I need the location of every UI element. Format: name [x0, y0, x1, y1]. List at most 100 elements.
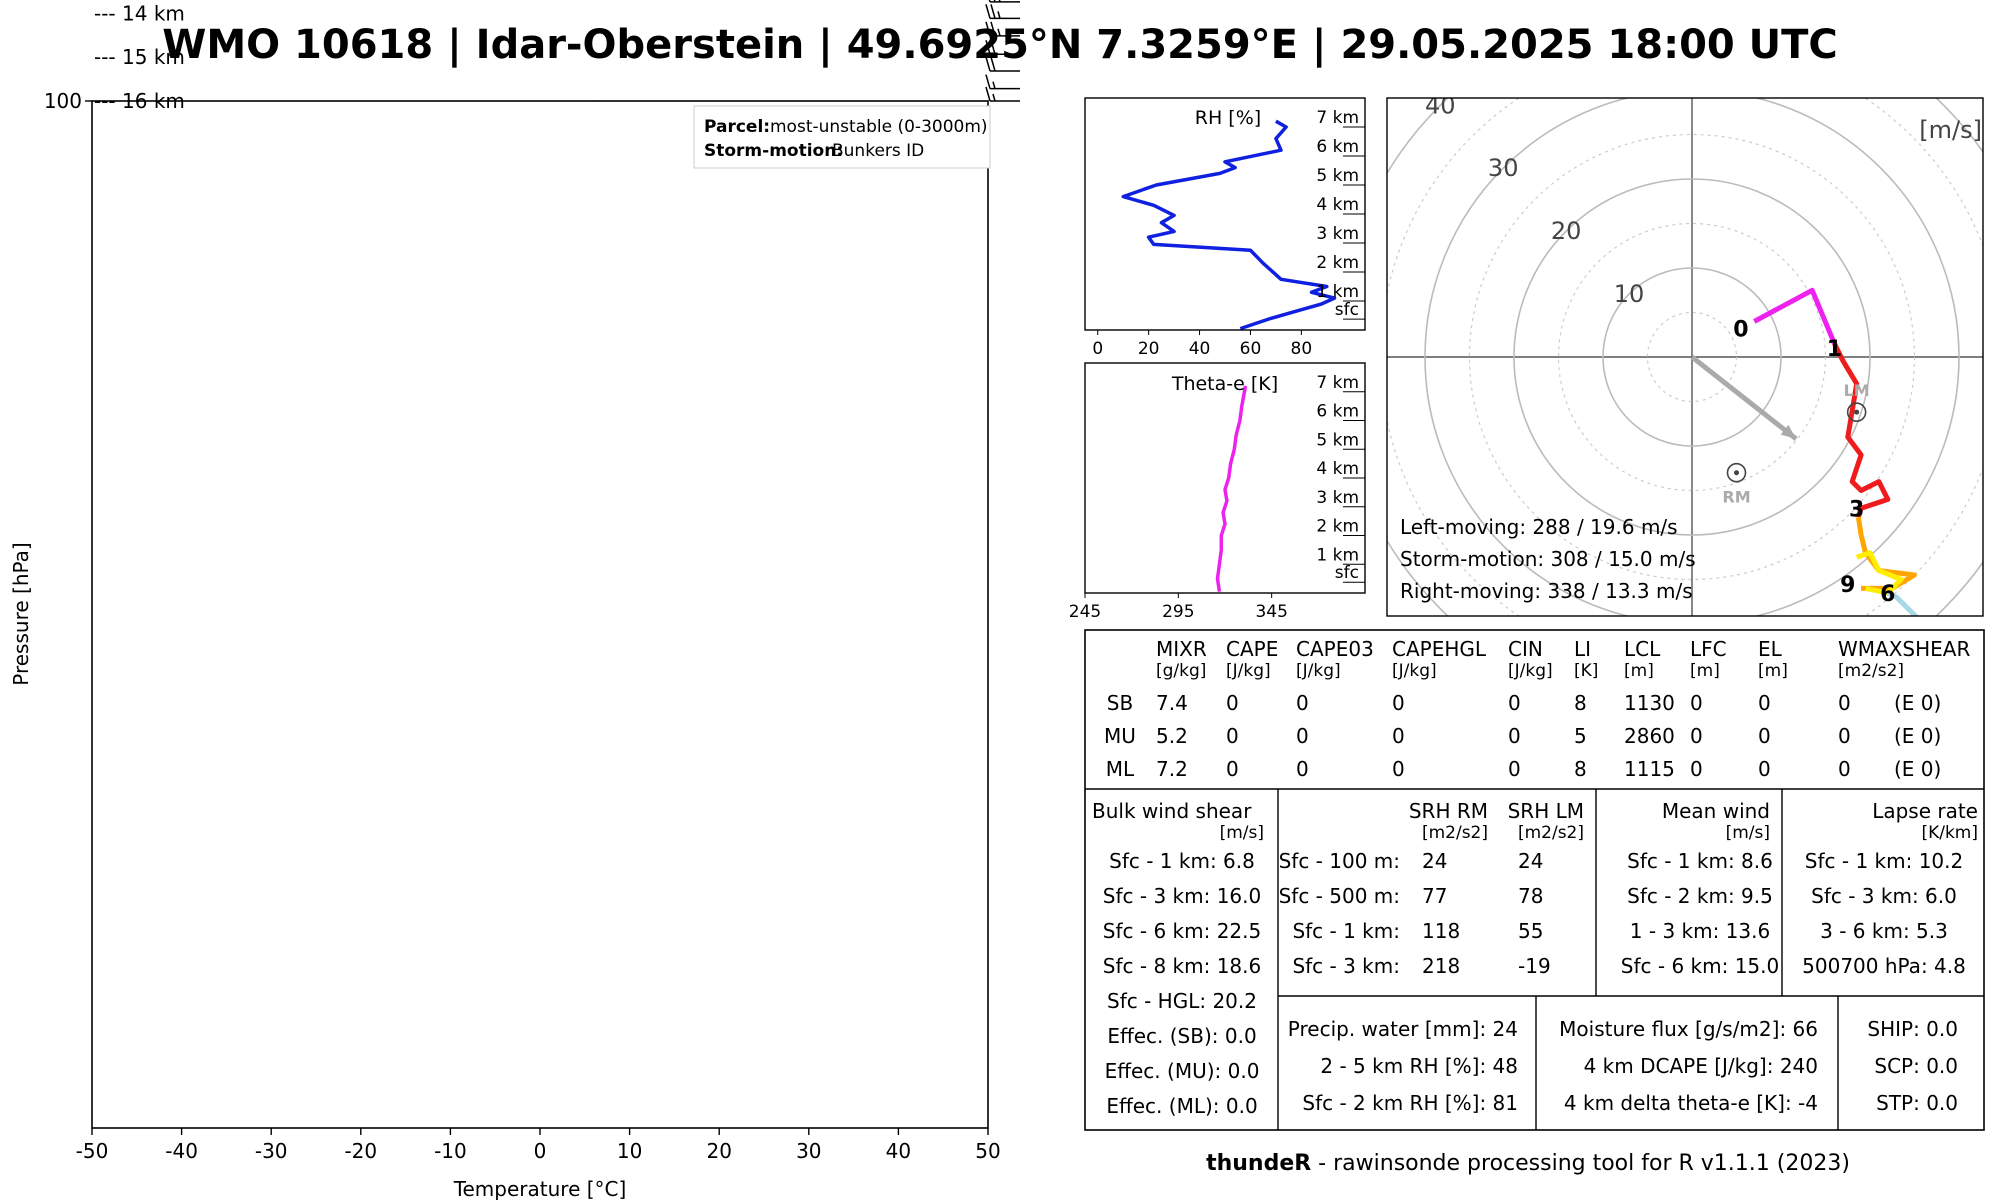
- height-tick-label: 6 km: [1316, 402, 1359, 422]
- height-tick-label: 2 km: [1316, 253, 1359, 273]
- parcel-legend: Parcel: most-unstable (0-3000m) Storm-mo…: [693, 105, 991, 169]
- height-tick-label: sfc: [1335, 563, 1359, 583]
- legend-parcel-label: Parcel:: [704, 117, 770, 137]
- bulk-shear-block: Bulk wind shear [m/s] Sfc - 1 km: 6.8 Sfc…: [1092, 799, 1264, 1118]
- legend-storm-label: Storm-motion:: [704, 141, 843, 161]
- thermo-cell: 0: [1758, 757, 1771, 781]
- wind-barb: [985, 40, 1020, 56]
- barb-flag: [985, 86, 991, 102]
- lapse-rate-row: 500700 hPa: 4.8: [1802, 954, 1966, 978]
- rh-line: [1121, 119, 1337, 330]
- srh-rm-value: 24: [1422, 849, 1447, 873]
- srh-rm-header: SRH RM: [1409, 799, 1488, 823]
- col-mixr-unit: [g/kg]: [1156, 661, 1206, 681]
- thermo-cell: 0: [1296, 691, 1309, 715]
- wind-barb: [985, 4, 1020, 20]
- hodo-ring-label: 40: [1425, 91, 1456, 119]
- col-lfc: LFC: [1690, 637, 1727, 661]
- height-tick-label: 7 km: [1316, 373, 1359, 393]
- thermo-row-label: SB: [1107, 691, 1133, 715]
- composite-row: STP: 0.0: [1876, 1091, 1958, 1115]
- col-capehgl: CAPEHGL: [1392, 637, 1487, 661]
- mean-wind-row: Sfc - 2 km: 9.5: [1627, 884, 1773, 908]
- page-title: WMO 10618 | Idar-Oberstein | 49.6925°N 7…: [162, 22, 1838, 69]
- thermo-cell: (E 0): [1894, 757, 1941, 781]
- footer-brand: thundeR: [1206, 1151, 1311, 1176]
- col-wmaxshear-unit: [m2/s2]: [1838, 661, 1904, 681]
- height-tick-label: 5 km: [1316, 166, 1359, 186]
- thermo-cell: (E 0): [1894, 691, 1941, 715]
- height-label: --- 15 km: [94, 45, 185, 69]
- col-cape: CAPE: [1226, 637, 1278, 661]
- x-tick-label: 80: [1291, 339, 1313, 359]
- height-tick-label: 3 km: [1316, 488, 1359, 508]
- srh-rm-unit: [m2/s2]: [1422, 823, 1488, 843]
- barb-flag: [985, 40, 991, 55]
- bulk-shear-title: Bulk wind shear: [1092, 799, 1252, 823]
- barb-half-flag: [997, 28, 1001, 37]
- moisture-row: Sfc - 2 km RH [%]: 81: [1302, 1091, 1518, 1115]
- thermo-cell: 0: [1226, 691, 1239, 715]
- mean-wind-row: 1 - 3 km: 13.6: [1630, 919, 1770, 943]
- wind-barb: [985, 74, 1020, 90]
- skewt-frame: [91, 100, 989, 1129]
- parameters-table: MIXR [g/kg] CAPE [J/kg] CAPE03 [J/kg] CA…: [1084, 629, 1985, 1131]
- mean-wind-title: Mean wind: [1662, 799, 1770, 823]
- x-tick-label: 295: [1162, 602, 1194, 622]
- x-tick-label: 40: [886, 1139, 911, 1163]
- height-tick-label: 4 km: [1316, 195, 1359, 215]
- height-tick-label: 2 km: [1316, 517, 1359, 537]
- barb-half-flag: [992, 81, 996, 89]
- mean-wind-row: Sfc - 1 km: 8.6: [1627, 849, 1773, 873]
- thermo-cell: 0: [1508, 724, 1521, 748]
- thermo-cell: 7.2: [1156, 757, 1188, 781]
- bulk-shear-unit: [m/s]: [1220, 823, 1264, 843]
- thermo-cell: 0: [1296, 757, 1309, 781]
- height-tick-label: 6 km: [1316, 137, 1359, 157]
- storm-marker-label: RM: [1722, 488, 1750, 507]
- lapse-rate-row: Sfc - 3 km: 6.0: [1811, 884, 1957, 908]
- moisture-row: 2 - 5 km RH [%]: 48: [1320, 1054, 1518, 1078]
- thermo-cell: (E 0): [1894, 724, 1941, 748]
- hodo-info-storm: Storm-motion: 308 / 15.0 m/s: [1400, 547, 1696, 571]
- hodo-ring: [1247, 0, 2000, 802]
- wind-barb: [985, 56, 1020, 72]
- composite-row: SHIP: 0.0: [1867, 1017, 1958, 1041]
- srh-rm-value: 218: [1422, 954, 1460, 978]
- height-tick-label: 7 km: [1316, 108, 1359, 128]
- col-lcl-unit: [m]: [1624, 661, 1654, 681]
- thermo-cell: 1115: [1624, 757, 1675, 781]
- x-tick-label: 0: [534, 1139, 547, 1163]
- flux-row: 4 km delta theta-e [K]: -4: [1564, 1091, 1818, 1115]
- thermo-cell: 2860: [1624, 724, 1675, 748]
- flux-row: Moisture flux [g/s/m2]: 66: [1559, 1017, 1818, 1041]
- x-tick-label: 20: [1138, 339, 1160, 359]
- x-tick-label: 245: [1069, 602, 1101, 622]
- barb-flag: [990, 40, 996, 55]
- height-label: --- 14 km: [94, 2, 185, 26]
- col-li: LI: [1574, 637, 1591, 661]
- height-tick-label: sfc: [1335, 300, 1359, 320]
- hodo-ring-label: 10: [1614, 280, 1645, 308]
- y-tick-label: 100: [44, 89, 82, 113]
- bulk-shear-row: Effec. (MU): 0.0: [1105, 1059, 1260, 1083]
- storm-marker: [1726, 462, 1747, 483]
- storm-marker-label: LM: [1844, 381, 1870, 400]
- moisture-block: Precip. water [mm]: 24 2 - 5 km RH [%]: 4…: [1288, 1017, 1518, 1115]
- lapse-rate-title: Lapse rate: [1872, 799, 1978, 823]
- col-mixr: MIXR: [1156, 637, 1207, 661]
- height-tick-label: 3 km: [1316, 224, 1359, 244]
- x-tick-label: 20: [706, 1139, 731, 1163]
- col-cape-unit: [J/kg]: [1226, 661, 1271, 681]
- bulk-shear-row: Sfc - 6 km: 22.5: [1103, 919, 1261, 943]
- x-tick-label: 60: [1240, 339, 1262, 359]
- x-tick-label: -10: [434, 1139, 467, 1163]
- hodo-info-left: Left-moving: 288 / 19.6 m/s: [1400, 515, 1678, 539]
- storm-motion-arrow: [1690, 355, 1798, 441]
- x-tick-label: -50: [76, 1139, 109, 1163]
- mean-wind-unit: [m/s]: [1726, 823, 1770, 843]
- x-tick-label: 345: [1255, 602, 1287, 622]
- thermo-cell: 0: [1392, 757, 1405, 781]
